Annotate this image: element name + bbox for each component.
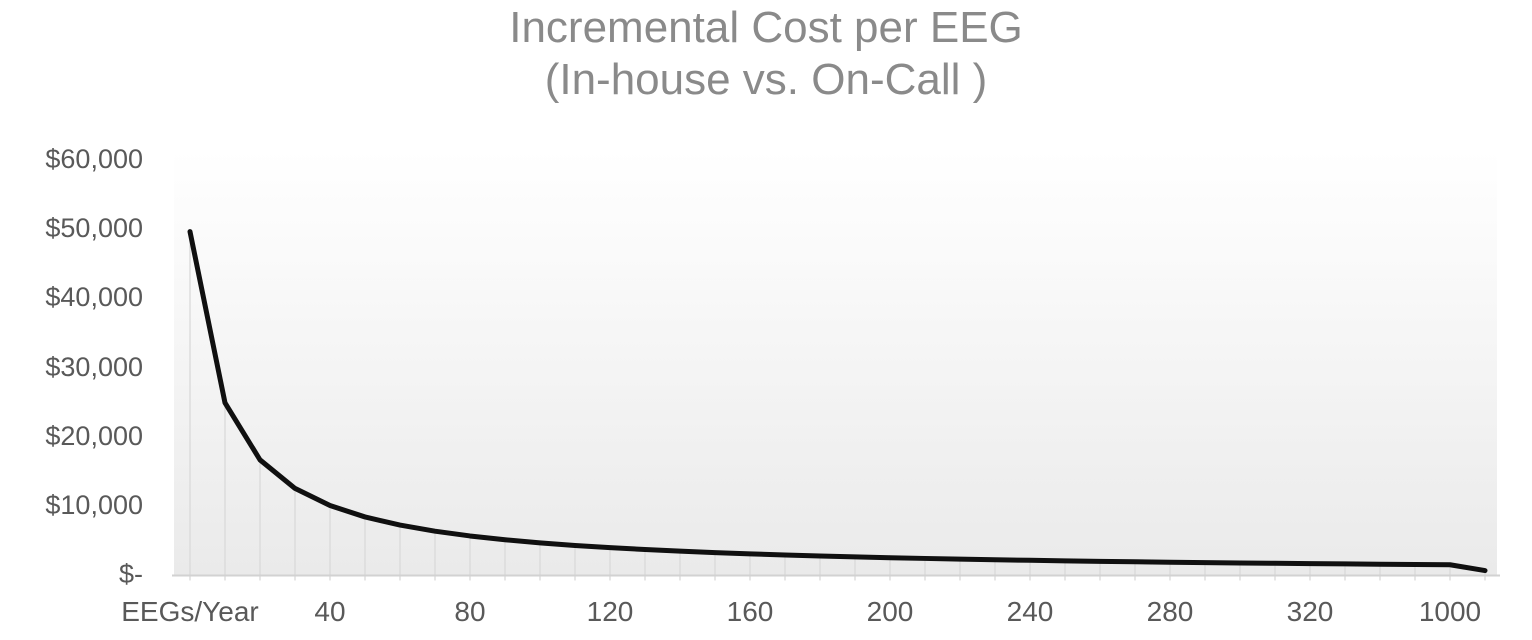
chart-title: Incremental Cost per EEG (In-house vs. O… [0,2,1532,106]
plot-area-background [174,150,1497,576]
x-axis-tick-label: 40 [314,596,346,627]
y-axis-tick-label: $- [118,559,143,590]
y-axis-tick-label: $10,000 [45,489,143,520]
x-axis-tick-label: 1000 [1418,596,1482,627]
y-axis-tick-label: $60,000 [45,144,143,174]
x-axis-tick-label: 320 [1286,596,1334,627]
x-axis-tick-label: 80 [454,596,486,627]
x-axis-tick-label: 280 [1146,596,1194,627]
x-axis-tick-label: 160 [726,596,774,627]
cost-per-eeg-curve [187,229,1488,574]
y-axis-tick-label: $40,000 [45,282,143,313]
chart-title-line-1: Incremental Cost per EEG [509,3,1023,52]
y-axis-tick-label: $50,000 [45,213,143,244]
y-axis-tick-label: $20,000 [45,420,143,451]
x-axis-tick-label: 240 [1006,596,1054,627]
chart-title-line-2: (In-house vs. On-Call ) [544,55,988,104]
x-axis-tick-label: 120 [586,596,634,627]
x-axis-tick-label: EEGs/Year [121,596,259,627]
y-axis-tick-label: $30,000 [45,351,143,382]
x-axis-tick-label: 200 [866,596,914,627]
